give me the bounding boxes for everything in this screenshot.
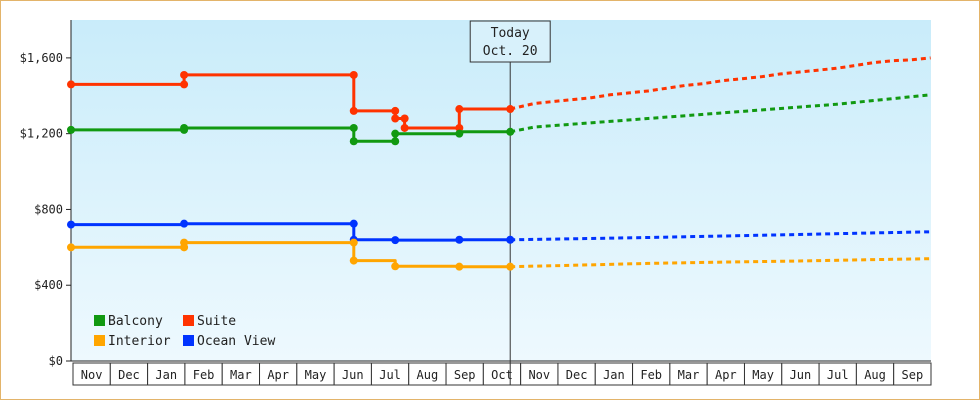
today-date: Oct. 20 bbox=[483, 44, 538, 59]
data-point-balcony[interactable] bbox=[349, 123, 358, 132]
data-point-suite[interactable] bbox=[180, 70, 189, 79]
x-tick-label: Sep bbox=[454, 368, 476, 382]
x-tick-label: Aug bbox=[417, 368, 439, 382]
legend-swatch-interior bbox=[94, 335, 105, 346]
data-point-interior[interactable] bbox=[67, 243, 75, 252]
legend-swatch-suite bbox=[183, 315, 194, 326]
data-point-balcony[interactable] bbox=[391, 137, 400, 146]
x-tick-label: Jan bbox=[155, 368, 177, 382]
today-label: Today bbox=[491, 26, 530, 41]
series-forecast-suite bbox=[509, 56, 931, 111]
data-point-balcony[interactable] bbox=[455, 129, 464, 138]
data-point-suite[interactable] bbox=[349, 106, 358, 115]
today-box bbox=[469, 20, 551, 63]
data-point-suite[interactable] bbox=[67, 80, 75, 89]
data-point-suite[interactable] bbox=[455, 123, 464, 132]
x-tick-label: Mar bbox=[678, 368, 700, 382]
data-point-interior[interactable] bbox=[506, 262, 515, 271]
data-point-ocean-view[interactable] bbox=[506, 235, 515, 244]
x-tick-label: Jul bbox=[827, 368, 849, 382]
x-tick-label: Aug bbox=[864, 368, 886, 382]
data-point-suite[interactable] bbox=[400, 114, 409, 123]
series-forecast-interior bbox=[510, 257, 931, 269]
y-tick-label: $0 bbox=[49, 354, 63, 368]
x-tick-label: Nov bbox=[81, 368, 103, 382]
data-point-suite[interactable] bbox=[455, 105, 464, 114]
data-point-balcony[interactable] bbox=[391, 129, 400, 138]
data-point-balcony[interactable] bbox=[67, 125, 75, 134]
data-point-ocean-view[interactable] bbox=[455, 235, 464, 244]
data-point-interior[interactable] bbox=[455, 262, 464, 271]
legend-label-ocean-view: Ocean View bbox=[197, 334, 275, 349]
data-point-suite[interactable] bbox=[180, 80, 189, 89]
x-tick-label: Mar bbox=[230, 368, 252, 382]
data-point-balcony[interactable] bbox=[180, 123, 189, 132]
x-tick-label: Dec bbox=[566, 368, 588, 382]
x-tick-label: Jun bbox=[790, 368, 812, 382]
data-point-interior[interactable] bbox=[391, 262, 400, 271]
data-point-suite[interactable] bbox=[391, 114, 400, 123]
legend-swatch-balcony bbox=[94, 315, 105, 326]
data-point-balcony[interactable] bbox=[506, 127, 515, 136]
legend-label-balcony: Balcony bbox=[108, 314, 163, 329]
x-month-cell bbox=[893, 362, 932, 386]
x-tick-label: May bbox=[752, 368, 774, 382]
legend-swatch-ocean-view bbox=[183, 335, 194, 346]
data-point-ocean-view[interactable] bbox=[349, 219, 358, 228]
y-tick-label: $1,200 bbox=[20, 127, 63, 141]
data-point-ocean-view[interactable] bbox=[67, 220, 75, 229]
y-tick-label: $1,600 bbox=[20, 51, 63, 65]
data-point-ocean-view[interactable] bbox=[391, 236, 400, 245]
legend-label-suite: Suite bbox=[197, 314, 236, 329]
plot-background bbox=[71, 20, 931, 361]
data-point-balcony[interactable] bbox=[349, 137, 358, 146]
data-point-interior[interactable] bbox=[349, 238, 358, 247]
x-tick-label: Apr bbox=[267, 368, 289, 382]
series-forecast-ocean-view bbox=[510, 230, 931, 242]
data-point-suite[interactable] bbox=[506, 105, 515, 114]
x-tick-label: Jan bbox=[603, 368, 625, 382]
data-point-suite[interactable] bbox=[391, 106, 400, 115]
data-point-ocean-view[interactable] bbox=[180, 219, 189, 228]
data-point-interior[interactable] bbox=[349, 256, 358, 265]
data-point-suite[interactable] bbox=[400, 123, 409, 132]
x-tick-label: Nov bbox=[528, 368, 550, 382]
x-tick-label: Oct bbox=[491, 368, 513, 382]
x-tick-label: Apr bbox=[715, 368, 737, 382]
x-tick-label: Dec bbox=[118, 368, 140, 382]
legend-label-interior: Interior bbox=[108, 334, 171, 349]
data-point-interior[interactable] bbox=[180, 238, 189, 247]
x-tick-label: Jul bbox=[379, 368, 401, 382]
x-tick-label: Feb bbox=[193, 368, 215, 382]
y-tick-label: $400 bbox=[34, 278, 63, 292]
x-tick-label: May bbox=[305, 368, 327, 382]
y-tick-label: $800 bbox=[34, 202, 63, 216]
x-tick-label: Jun bbox=[342, 368, 364, 382]
data-point-suite[interactable] bbox=[349, 70, 358, 79]
x-tick-label: Sep bbox=[902, 368, 924, 382]
x-tick-label: Feb bbox=[640, 368, 662, 382]
